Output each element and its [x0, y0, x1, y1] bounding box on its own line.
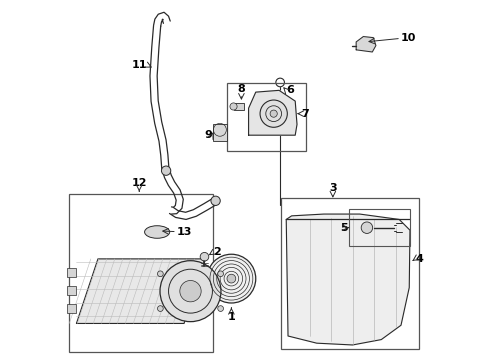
Circle shape — [260, 100, 287, 127]
Polygon shape — [356, 37, 376, 52]
Polygon shape — [248, 90, 297, 135]
Circle shape — [361, 222, 373, 233]
Bar — [227, 83, 306, 151]
Circle shape — [270, 110, 277, 117]
Circle shape — [180, 280, 201, 302]
Text: 9: 9 — [204, 130, 212, 140]
Circle shape — [161, 166, 171, 175]
Bar — [68, 286, 76, 295]
Text: 4: 4 — [416, 254, 423, 264]
Circle shape — [157, 271, 163, 276]
Circle shape — [157, 306, 163, 311]
Bar — [281, 198, 419, 348]
Text: 1: 1 — [227, 312, 235, 322]
Text: 7: 7 — [302, 109, 309, 119]
Circle shape — [227, 274, 236, 283]
Circle shape — [218, 271, 223, 276]
Text: 12: 12 — [131, 178, 147, 188]
Circle shape — [160, 261, 221, 321]
Circle shape — [218, 306, 223, 311]
Text: 5: 5 — [341, 223, 348, 233]
Text: 8: 8 — [238, 84, 245, 94]
Text: 13: 13 — [177, 227, 192, 237]
Bar — [68, 268, 76, 277]
Text: 6: 6 — [286, 85, 294, 95]
Bar — [69, 194, 213, 352]
Circle shape — [207, 254, 256, 303]
Polygon shape — [76, 259, 205, 323]
Ellipse shape — [145, 226, 170, 238]
Text: 10: 10 — [401, 33, 416, 43]
Circle shape — [211, 196, 220, 206]
Text: 2: 2 — [214, 247, 221, 257]
Circle shape — [230, 103, 237, 110]
Text: 3: 3 — [329, 183, 337, 193]
Bar — [349, 209, 410, 246]
Polygon shape — [286, 214, 410, 345]
Bar — [213, 125, 227, 140]
Text: 11: 11 — [132, 60, 147, 70]
Bar — [68, 304, 76, 313]
Bar — [234, 103, 244, 110]
Circle shape — [200, 252, 209, 261]
